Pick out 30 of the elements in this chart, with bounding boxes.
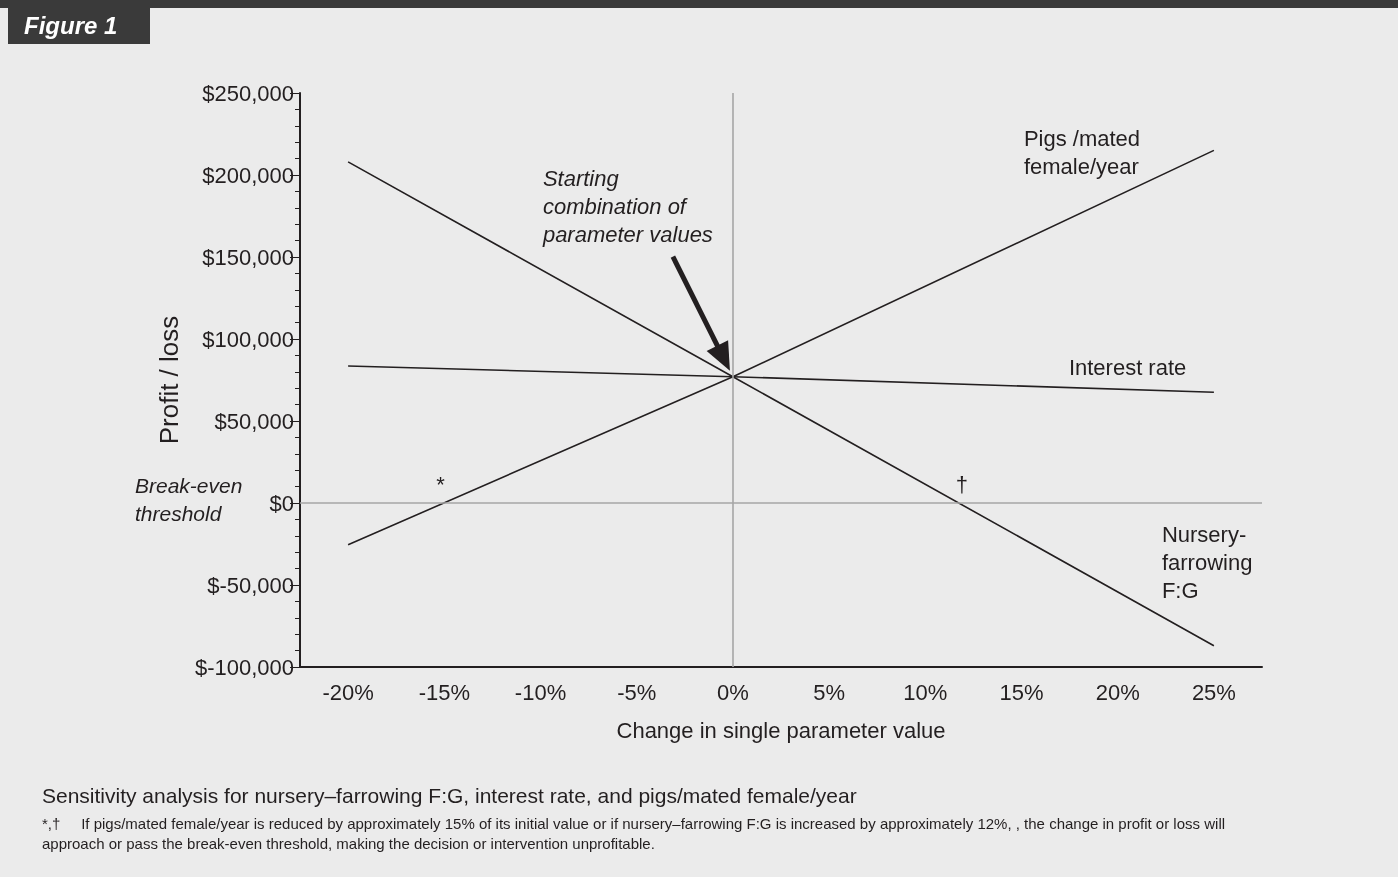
series-label: Pigs /mated female/year xyxy=(1023,125,1142,182)
y-tick-label: $200,000 xyxy=(202,162,294,188)
x-tick-label: 20% xyxy=(1095,679,1140,705)
y-tick-label: $250,000 xyxy=(202,80,294,106)
x-tick-label: 5% xyxy=(813,679,845,705)
annotation: * xyxy=(436,471,445,499)
y-tick-label: $50,000 xyxy=(214,408,294,434)
y-tick-label: $0 xyxy=(269,490,294,516)
annotation: † xyxy=(955,471,969,499)
y-tick-label: $150,000 xyxy=(202,244,294,270)
series-label: Interest rate xyxy=(1068,354,1187,383)
ref-line-label: Break-even threshold xyxy=(135,473,244,527)
text: *,† If pigs/mated female/year is reduced by approximately 15% of its initial value or if nursery–farrowing F:G is increased by approximately 12%, , the change in profit or loss will approach or pass the break-even threshold, making the decision or intervention unprofitable. xyxy=(42,814,1227,854)
series-label: Nursery-farrowing F:G xyxy=(1161,520,1254,605)
x-tick-label: -10% xyxy=(514,679,567,705)
x-tick-label: 15% xyxy=(999,679,1044,705)
x-tick-label: -5% xyxy=(617,679,657,705)
text: Sensitivity analysis for nursery–farrowing F:G, interest rate, and pigs/mated female/year xyxy=(42,783,857,809)
x-tick-label: 0% xyxy=(717,679,749,705)
annotation: Starting combination of parameter values xyxy=(542,164,714,249)
y-tick-label: $-50,000 xyxy=(207,572,294,598)
text: Figure 1 xyxy=(8,8,150,44)
x-tick-label: 25% xyxy=(1191,679,1236,705)
x-tick-label: -15% xyxy=(418,679,470,705)
y-tick-label: $100,000 xyxy=(202,326,294,352)
y-tick-label: $-100,000 xyxy=(194,654,294,680)
x-tick-label: -20% xyxy=(322,679,374,705)
x-tick-label: 10% xyxy=(903,679,948,705)
y-axis-title: Profit / loss xyxy=(154,315,184,445)
x-axis-title: Change in single parameter value xyxy=(616,717,946,743)
